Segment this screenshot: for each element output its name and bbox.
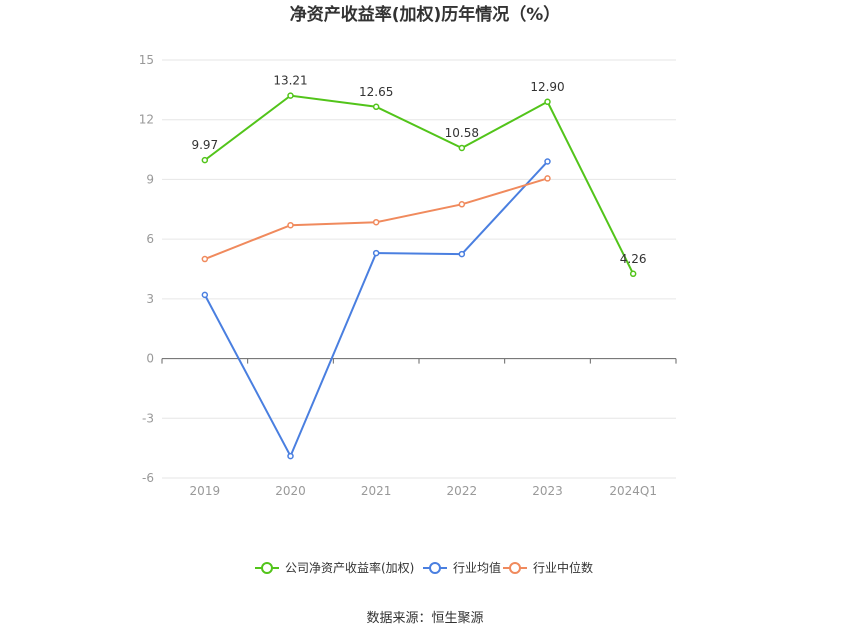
series-point-2	[458, 201, 466, 208]
data-label: 12.90	[530, 80, 564, 94]
x-tick-label: 2020	[275, 484, 306, 498]
data-label: 12.65	[359, 85, 393, 99]
series-line-1	[203, 160, 549, 459]
y-tick-label: 12	[139, 113, 154, 127]
source-note: 数据来源：恒生聚源	[366, 611, 483, 626]
y-tick-label: 6	[146, 232, 154, 246]
legend-swatch-marker	[429, 562, 441, 574]
series-point-1	[287, 452, 294, 460]
data-label-layer: 9.97 13.21 12.65 10.58 12.90 4.26	[191, 74, 646, 266]
series-layer	[201, 92, 637, 460]
series-point-1	[201, 291, 209, 299]
legend-item-0[interactable]: 公司净资产收益率(加权)	[255, 560, 414, 575]
data-label: 13.21	[273, 74, 307, 88]
legend-label: 行业均值	[453, 560, 501, 575]
series-point-0	[372, 103, 380, 111]
series-point-0	[544, 98, 551, 106]
legend-label: 行业中位数	[533, 560, 593, 575]
data-label: 10.58	[445, 126, 479, 140]
legend-swatch-marker	[509, 562, 521, 574]
legend-swatch-marker	[261, 562, 273, 574]
axis-layer: 15 12 9 6 3 0 -3 -6 2019 2020 2021 2022 2023 2024Q1	[139, 53, 677, 498]
series-line-2	[204, 177, 548, 260]
legend-label: 公司净资产收益率(加权)	[285, 560, 414, 575]
series-point-2	[544, 175, 551, 182]
y-tick-label: 3	[146, 292, 154, 306]
x-tick-label: 2021	[361, 484, 392, 498]
data-label: 4.26	[620, 252, 647, 266]
x-tick-label: 2024Q1	[609, 484, 657, 498]
grid-layer	[162, 59, 676, 479]
x-tick-label: 2023	[532, 484, 563, 498]
series-point-0	[629, 270, 637, 278]
legend-item-2[interactable]: 行业中位数	[503, 560, 593, 575]
y-tick-label: 0	[146, 352, 154, 366]
series-point-1	[372, 249, 380, 257]
x-tick-label: 2019	[190, 484, 221, 498]
series-point-2	[201, 255, 209, 263]
series-point-2	[287, 221, 294, 229]
series-point-0	[287, 92, 294, 99]
x-tick-label: 2022	[447, 484, 478, 498]
chart-title: 净资产收益率(加权)历年情况（%）	[290, 4, 561, 25]
series-point-0	[458, 144, 466, 152]
y-tick-label: -6	[142, 471, 154, 485]
legend: 公司净资产收益率(加权) 行业均值 行业中位数	[255, 560, 593, 575]
legend-item-1[interactable]: 行业均值	[423, 560, 501, 575]
data-label: 9.97	[191, 138, 218, 152]
series-point-0	[201, 156, 209, 164]
series-line-0	[204, 94, 635, 275]
y-tick-label: 15	[139, 53, 154, 67]
series-point-1	[544, 158, 551, 165]
y-tick-label: -3	[142, 411, 154, 425]
series-point-2	[372, 218, 380, 226]
y-tick-label: 9	[146, 172, 154, 186]
series-point-1	[458, 250, 466, 258]
